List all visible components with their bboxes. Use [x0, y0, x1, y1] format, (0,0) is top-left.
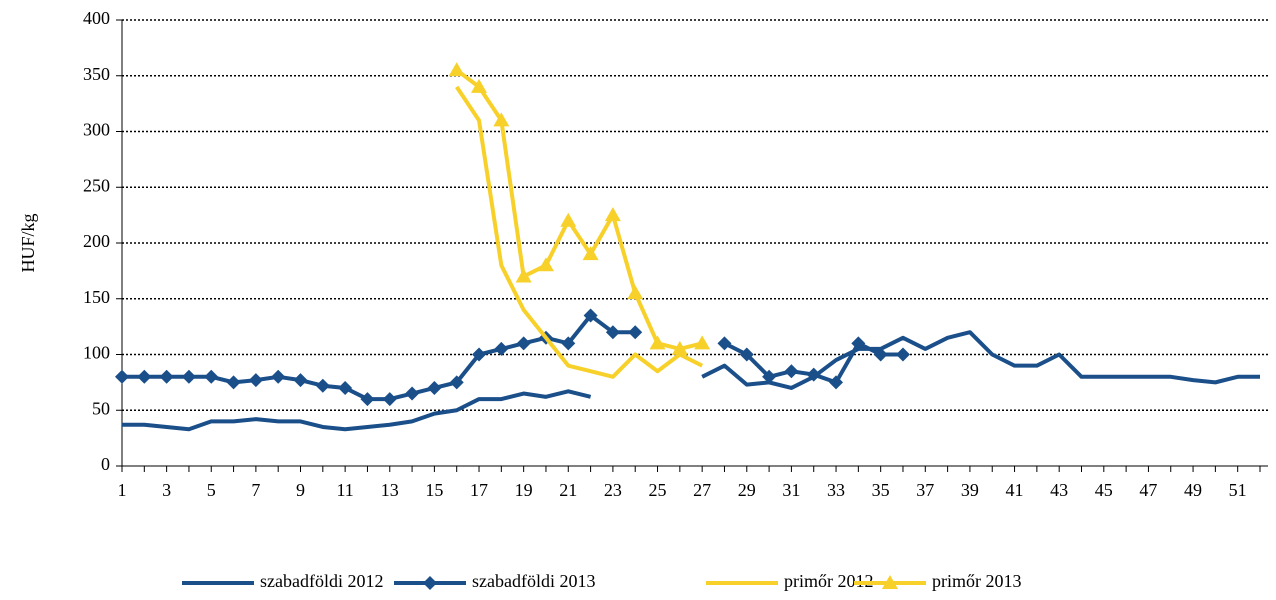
marker	[405, 386, 420, 401]
marker	[137, 369, 152, 384]
x-tick-label: 3	[162, 480, 171, 500]
marker	[762, 369, 777, 384]
legend-label: primőr 2012	[784, 571, 874, 591]
x-tick-label: 11	[336, 480, 353, 500]
y-tick-label: 150	[83, 287, 110, 307]
y-tick-label: 200	[83, 231, 110, 251]
marker	[159, 369, 174, 384]
marker	[694, 335, 711, 350]
marker	[582, 246, 599, 261]
x-tick-label: 19	[515, 480, 533, 500]
marker	[516, 336, 531, 351]
marker	[583, 308, 598, 323]
marker	[671, 340, 688, 355]
x-tick-label: 27	[693, 480, 711, 500]
marker	[560, 212, 577, 227]
marker	[649, 335, 666, 350]
series-line	[455, 85, 704, 379]
marker	[449, 375, 464, 390]
marker	[717, 336, 732, 351]
x-tick-label: 43	[1050, 480, 1068, 500]
marker	[448, 62, 465, 77]
marker	[829, 375, 844, 390]
legend-label: szabadföldi 2012	[260, 571, 383, 591]
x-tick-label: 23	[604, 480, 622, 500]
y-tick-label: 0	[101, 454, 110, 474]
marker	[115, 369, 129, 384]
y-tick-label: 100	[83, 343, 110, 363]
legend-marker	[882, 575, 898, 589]
marker	[873, 347, 888, 362]
y-tick-label: 50	[92, 398, 110, 418]
x-tick-label: 31	[782, 480, 800, 500]
marker	[561, 336, 576, 351]
marker	[851, 336, 866, 351]
marker	[604, 207, 621, 222]
marker	[493, 112, 510, 127]
x-tick-label: 13	[381, 480, 399, 500]
x-tick-label: 49	[1184, 480, 1202, 500]
marker	[471, 78, 488, 93]
marker	[315, 378, 330, 393]
marker	[806, 367, 821, 382]
x-tick-label: 5	[207, 480, 216, 500]
legend-marker	[423, 576, 437, 590]
marker	[784, 364, 799, 379]
marker	[338, 380, 353, 395]
marker	[204, 369, 219, 384]
y-tick-label: 250	[83, 175, 110, 195]
x-tick-label: 39	[961, 480, 979, 500]
y-tick-label: 300	[83, 120, 110, 140]
y-tick-label: 350	[83, 64, 110, 84]
marker	[271, 369, 286, 384]
marker	[494, 341, 509, 356]
marker	[895, 347, 910, 362]
x-tick-label: 41	[1006, 480, 1024, 500]
marker	[226, 375, 241, 390]
marker	[293, 373, 308, 388]
x-tick-label: 45	[1095, 480, 1113, 500]
marker	[739, 347, 754, 362]
x-tick-label: 1	[118, 480, 127, 500]
marker	[628, 325, 643, 340]
x-tick-label: 17	[470, 480, 488, 500]
marker	[181, 369, 196, 384]
x-tick-label: 21	[559, 480, 577, 500]
marker	[382, 392, 397, 407]
marker	[537, 257, 554, 272]
legend-label: szabadföldi 2013	[472, 571, 595, 591]
y-tick-label: 400	[83, 8, 110, 28]
x-tick-label: 29	[738, 480, 756, 500]
x-tick-label: 47	[1139, 480, 1157, 500]
x-tick-label: 35	[872, 480, 890, 500]
x-tick-label: 25	[649, 480, 667, 500]
x-tick-label: 51	[1229, 480, 1247, 500]
marker	[248, 373, 263, 388]
marker	[627, 285, 644, 300]
x-tick-label: 37	[916, 480, 934, 500]
x-tick-label: 7	[251, 480, 260, 500]
marker	[472, 347, 487, 362]
marker	[360, 392, 375, 407]
marker	[427, 380, 442, 395]
legend-label: primőr 2013	[932, 571, 1022, 591]
x-tick-label: 15	[425, 480, 443, 500]
x-tick-label: 33	[827, 480, 845, 500]
marker	[605, 325, 620, 340]
y-axis-label: HUF/kg	[18, 213, 38, 272]
x-tick-label: 9	[296, 480, 305, 500]
marker	[515, 268, 532, 283]
series-line	[122, 330, 1260, 432]
